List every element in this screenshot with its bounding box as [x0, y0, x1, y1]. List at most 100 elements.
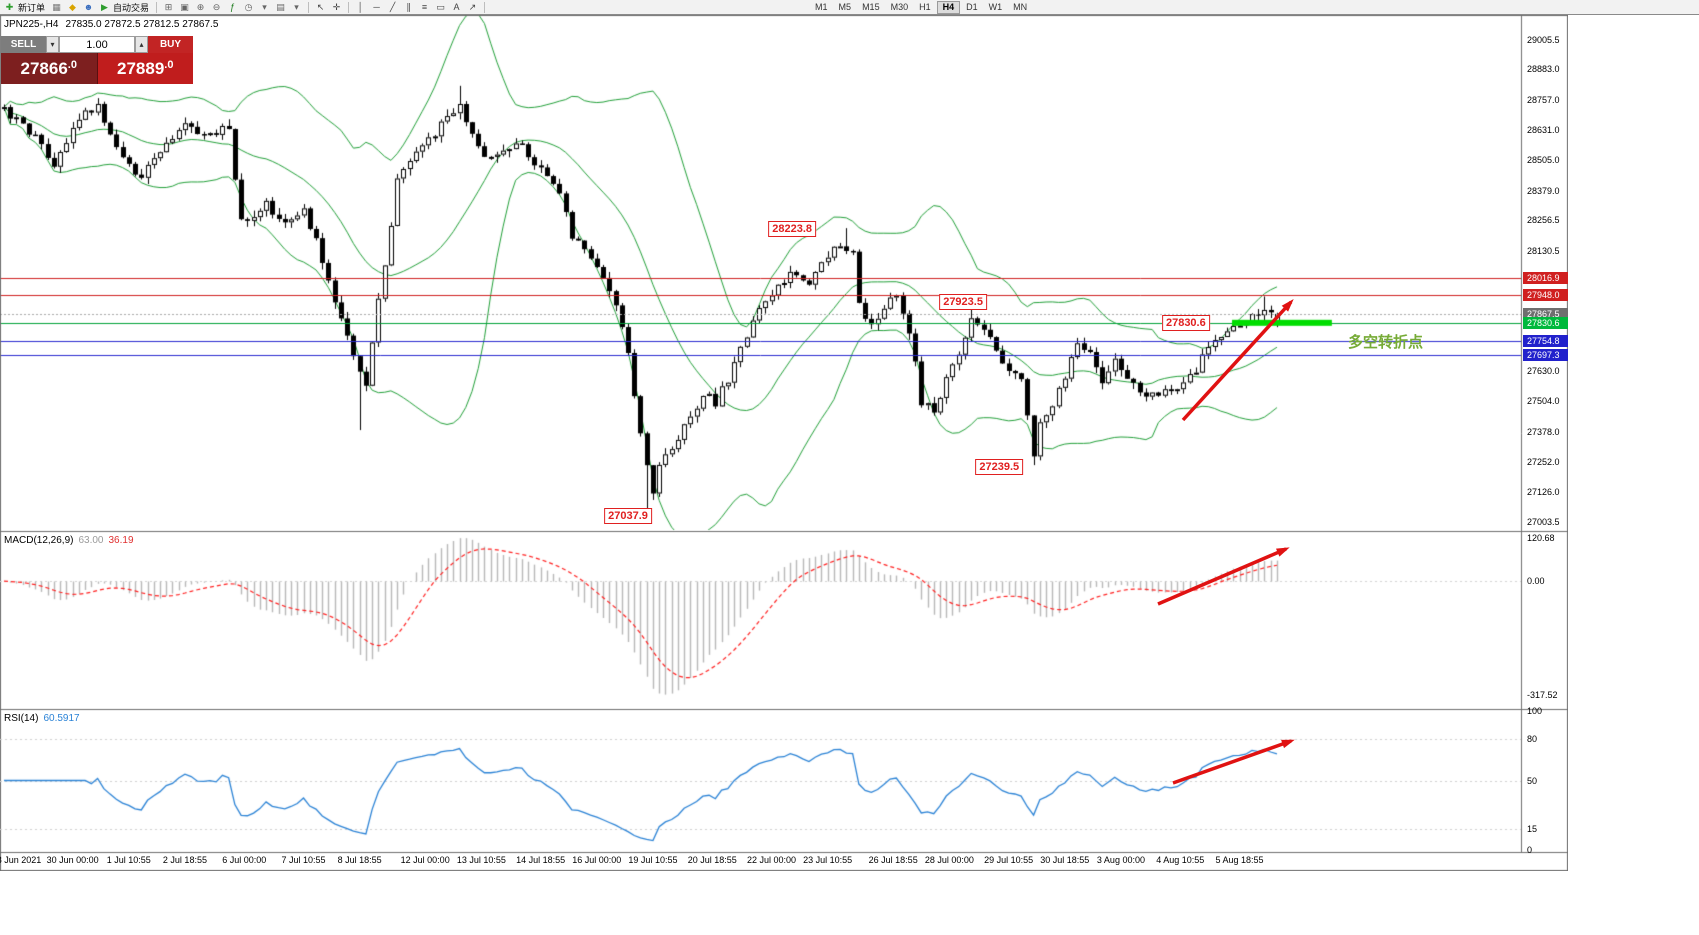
time-axis-label: 2 Jul 18:55 [162, 855, 207, 865]
price-tag: 27754.8 [1523, 335, 1568, 348]
buy-price-main: 27889 [117, 58, 165, 78]
price-scale-tick: 28883.0 [1527, 64, 1560, 75]
cascade-windows-icon[interactable]: ▣ [180, 1, 189, 12]
macd-name: MACD(12,26,9) [4, 535, 74, 546]
timeframe-d1[interactable]: D1 [966, 1, 978, 12]
timeframe-w1[interactable]: W1 [988, 1, 1003, 12]
fibonacci-icon[interactable]: ≡ [421, 1, 428, 12]
toolbar: ✚ 新订单 ▦ ◆ ☻ ▶ 自动交易 ⊞ ▣ ⊕ ⊖ ƒ ◷ ▾ ▤ ▾ ↖ ✛ │ ─ ╱ ∥ ≡ ▭ A ↗ M1 M5 M15 M3… [0, 0, 1699, 15]
time-axis-label: 28 Jun 2021 [0, 855, 42, 865]
time-axis-label: 3 Aug 00:00 [1096, 855, 1145, 865]
mql5-icon[interactable]: ◆ [69, 1, 76, 12]
time-axis-label: 30 Jul 18:55 [1040, 855, 1090, 865]
macd-main-value: 63.00 [78, 535, 104, 546]
price-annotation: 27037.9 [604, 508, 652, 525]
time-axis-label: 13 Jul 10:55 [456, 855, 506, 865]
rsi-name: RSI(14) [4, 713, 39, 724]
trade-prices-row: 27866.0 27889.0 [1, 53, 193, 84]
time-axis-label: 23 Jul 10:55 [803, 855, 853, 865]
templates-icon[interactable]: ▤ [276, 1, 285, 12]
ohlc-values: 27835.0 27872.5 27812.5 27867.5 [65, 19, 219, 30]
new-order-label[interactable]: 新订单 [18, 2, 46, 13]
time-axis-label: 29 Jul 10:55 [984, 855, 1034, 865]
price-scale-tick: 27630.0 [1527, 366, 1560, 377]
timeframe-m15[interactable]: M15 [862, 1, 880, 12]
price-scale-tick: 27003.5 [1527, 516, 1560, 527]
chart-canvas[interactable] [0, 15, 1568, 871]
time-axis-label: 1 Jul 10:55 [106, 855, 151, 865]
text-tool-icon[interactable]: A [453, 1, 460, 12]
sell-button[interactable]: SELL [1, 36, 46, 53]
tile-windows-icon[interactable]: ⊞ [164, 1, 173, 12]
rsi-scale-label: 80 [1527, 733, 1538, 744]
toolbar-separator [484, 1, 486, 13]
time-axis-label: 19 Jul 10:55 [628, 855, 678, 865]
price-scale-tick: 28256.5 [1527, 215, 1560, 226]
trade-controls-row: SELL ▾ ▴ BUY [1, 36, 193, 53]
periods-caret-icon[interactable]: ▾ [262, 1, 267, 12]
macd-scale-label: 0.00 [1527, 576, 1545, 587]
price-annotation: 27923.5 [939, 293, 987, 310]
buy-button[interactable]: BUY [148, 36, 193, 53]
timeframe-m30[interactable]: M30 [890, 1, 909, 12]
templates-caret-icon[interactable]: ▾ [294, 1, 299, 12]
periods-icon[interactable]: ◷ [244, 1, 253, 12]
time-axis-label: 8 Jul 18:55 [337, 855, 382, 865]
time-axis-label: 14 Jul 18:55 [516, 855, 566, 865]
sell-price-main: 27866 [20, 58, 68, 78]
buy-price-decimal: .0 [164, 59, 174, 71]
volume-decrease-button[interactable]: ▾ [46, 36, 59, 53]
community-icon[interactable]: ☻ [83, 1, 94, 12]
volume-increase-button[interactable]: ▴ [135, 36, 148, 53]
arrows-tool-icon[interactable]: ↗ [468, 1, 477, 12]
macd-scale-label: -317.52 [1527, 689, 1558, 700]
rsi-scale-label: 100 [1527, 706, 1543, 716]
time-axis-label: 4 Aug 10:55 [1156, 855, 1205, 865]
shapes-icon[interactable]: ▭ [436, 1, 445, 12]
zoom-out-icon[interactable]: ⊖ [212, 1, 221, 12]
indicators-icon[interactable]: ƒ [230, 1, 236, 12]
channel-icon[interactable]: ∥ [406, 1, 411, 12]
timeframe-m5[interactable]: M5 [838, 1, 852, 12]
toolbar-spacer [489, 7, 809, 8]
rsi-scale-label: 50 [1527, 775, 1538, 786]
price-scale-tick: 28631.0 [1527, 125, 1560, 136]
zoom-in-icon[interactable]: ⊕ [196, 1, 205, 12]
time-axis-label: 16 Jul 00:00 [572, 855, 622, 865]
time-axis-label: 22 Jul 00:00 [746, 855, 797, 865]
price-scale-tick: 28505.0 [1527, 155, 1560, 166]
timeframe-mn[interactable]: MN [1013, 1, 1028, 12]
timeframe-h4[interactable]: H4 [936, 0, 961, 14]
price-scale-tick: 29005.5 [1527, 34, 1560, 45]
one-click-trading-panel: SELL ▾ ▴ BUY 27866.0 27889.0 [1, 36, 193, 84]
cursor-icon[interactable]: ↖ [316, 1, 325, 12]
sell-price-decimal: .0 [67, 59, 77, 71]
chart-window [0, 15, 1568, 871]
price-tag: 27948.0 [1523, 288, 1568, 301]
charts-icon[interactable]: ▦ [52, 1, 61, 12]
toolbar-separator [348, 1, 350, 13]
volume-input[interactable] [59, 36, 135, 53]
sell-price-display[interactable]: 27866.0 [1, 53, 98, 84]
auto-trading-label[interactable]: 自动交易 [113, 2, 150, 13]
timeframe-m1[interactable]: M1 [815, 1, 828, 12]
price-scale-tick: 28379.0 [1527, 185, 1560, 196]
new-order-icon[interactable]: ✚ [5, 1, 14, 12]
price-scale-tick: 27378.0 [1527, 426, 1560, 437]
autotrading-play-icon[interactable]: ▶ [101, 1, 108, 12]
price-scale-tick: 27126.0 [1527, 487, 1560, 498]
price-scale-tick: 28757.0 [1527, 94, 1560, 105]
price-tag: 27830.6 [1523, 316, 1568, 329]
trendline-icon[interactable]: ╱ [389, 1, 396, 12]
time-axis-label: 26 Jul 18:55 [868, 855, 918, 865]
horizontal-line-icon[interactable]: ─ [373, 1, 380, 12]
timeframe-h1[interactable]: H1 [919, 1, 931, 12]
macd-indicator-label: MACD(12,26,9) 63.00 36.19 [4, 535, 134, 546]
macd-signal-value: 36.19 [108, 535, 134, 546]
buy-price-display[interactable]: 27889.0 [97, 53, 193, 84]
vertical-line-icon[interactable]: │ [357, 1, 364, 12]
crosshair-icon[interactable]: ✛ [332, 1, 341, 12]
toolbar-separator [308, 1, 310, 13]
price-tag: 28016.9 [1523, 271, 1568, 284]
